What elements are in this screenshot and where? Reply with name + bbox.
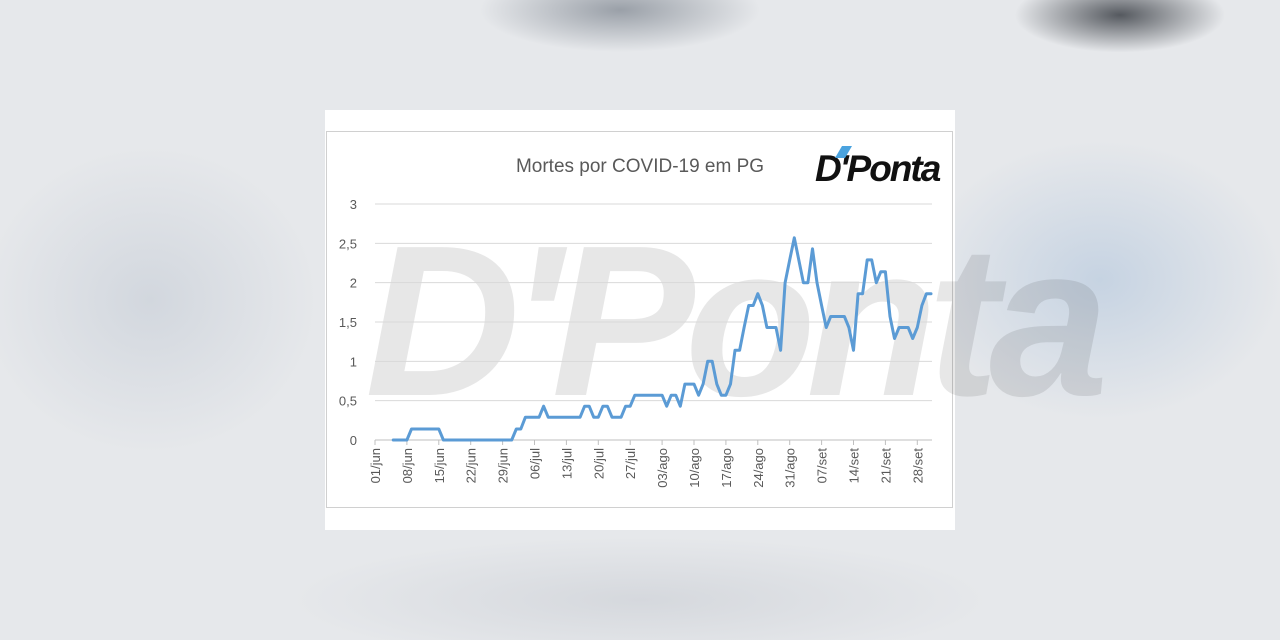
x-tick-label: 14/set [847,448,862,484]
x-tick-label: 28/set [910,448,925,484]
y-tick-label: 0,5 [339,394,357,409]
svg-text:D'Ponta: D'Ponta [365,200,1103,441]
x-tick-label: 21/set [878,448,893,484]
x-tick-label: 24/ago [751,448,766,488]
x-tick-label: 03/ago [655,448,670,488]
x-tick-label: 07/set [815,448,830,484]
series-line [391,236,933,442]
y-tick-label: 1,5 [339,315,357,330]
y-axis: 0 0,5 1 1,5 2 2,5 3 [339,197,357,448]
x-tick-label: 13/jul [559,448,574,479]
y-tick-label: 3 [350,197,357,212]
y-tick-label: 1 [350,354,357,369]
x-tick-label: 29/jun [496,448,511,483]
chart-card [325,110,955,530]
x-tick-label: 06/jul [528,448,543,479]
x-tick-label: 01/jun [368,448,383,483]
chart-title: Mortes por COVID-19 em PG [516,156,764,177]
x-tick-label: 31/ago [783,448,798,488]
watermark-logo: D'Ponta [365,200,1113,441]
x-tick-label: 15/jun [432,448,447,483]
x-axis: 01/jun 08/jun 15/jun 22/jun 29/jun 06/jul 13/j… [368,440,925,488]
y-tick-label: 2 [350,276,357,291]
x-tick-label: 08/jun [400,448,415,483]
svg-text:D'Ponta: D'Ponta [815,148,941,189]
x-tick-label: 10/ago [687,448,702,488]
y-tick-label: 2,5 [339,236,357,251]
gridlines [375,203,932,441]
x-tick-label: 27/jul [623,448,638,479]
x-tick-label: 20/jul [591,448,606,479]
x-tick-label: 22/jun [464,448,479,483]
chart-frame [326,131,953,508]
series-group [391,236,933,442]
y-tick-label: 0 [350,433,357,448]
brand-logo: D'Ponta [815,146,943,189]
x-tick-label: 17/ago [719,448,734,488]
